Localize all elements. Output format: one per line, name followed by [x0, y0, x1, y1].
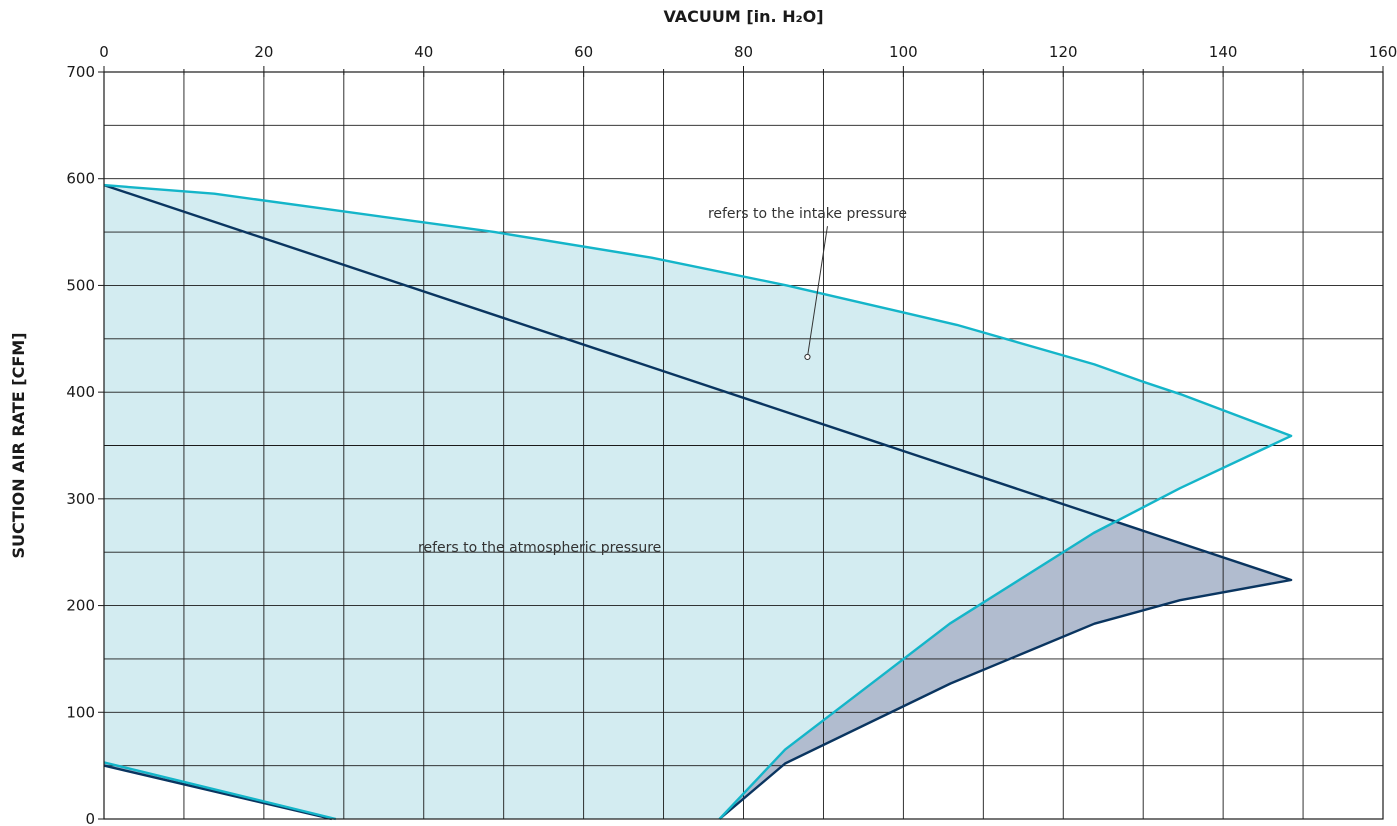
x-tick-label: 100: [889, 43, 918, 61]
x-tick-label: 0: [99, 43, 109, 61]
annotation-marker: [804, 353, 811, 361]
y-tick-label: 500: [66, 276, 95, 294]
series-1-curve: [103, 183, 1293, 820]
annotations: refers to the intake pressure refers to t…: [418, 206, 907, 556]
series-lines: [103, 183, 1293, 821]
x-tick-label: 60: [574, 43, 593, 61]
y-tick-label: 200: [66, 597, 95, 615]
y-tick-label: 300: [66, 490, 95, 508]
series-1-lower-left-curve: [103, 764, 333, 821]
annotation-leader-line: [806, 226, 828, 358]
grid-lines: [104, 72, 1383, 819]
y-tick-label: 600: [66, 170, 95, 188]
x-tick-label: 80: [734, 43, 753, 61]
x-tick-label: 40: [414, 43, 433, 61]
x-tick-label: 120: [1049, 43, 1078, 61]
y-tick-label: 700: [66, 63, 95, 81]
y-axis-title: SUCTION AIR RATE [CFM]: [9, 332, 28, 558]
y-tick-label: 400: [66, 383, 95, 401]
x-axis-title: VACUUM [in. H₂O]: [663, 7, 823, 26]
x-tick-label: 160: [1369, 43, 1397, 61]
x-tick-label: 20: [254, 43, 273, 61]
y-tick-label: 0: [85, 810, 95, 826]
series-2-area: [104, 185, 1292, 820]
annotation-label: refers to the atmospheric pressure: [418, 540, 661, 556]
x-tick-label: 140: [1209, 43, 1238, 61]
area-fills: [104, 185, 1292, 820]
series-2-curve: [103, 183, 1293, 820]
y-tick-label: 100: [66, 703, 95, 721]
series-2-lower-left-curve: [103, 761, 337, 821]
annotation-label: refers to the intake pressure: [708, 206, 907, 222]
x-axis-ticks: 0 20 40 60 80 100 120 140 160: [99, 43, 1397, 77]
y-axis-ticks: 0 100 200 300 400 500 600 700: [66, 63, 104, 826]
